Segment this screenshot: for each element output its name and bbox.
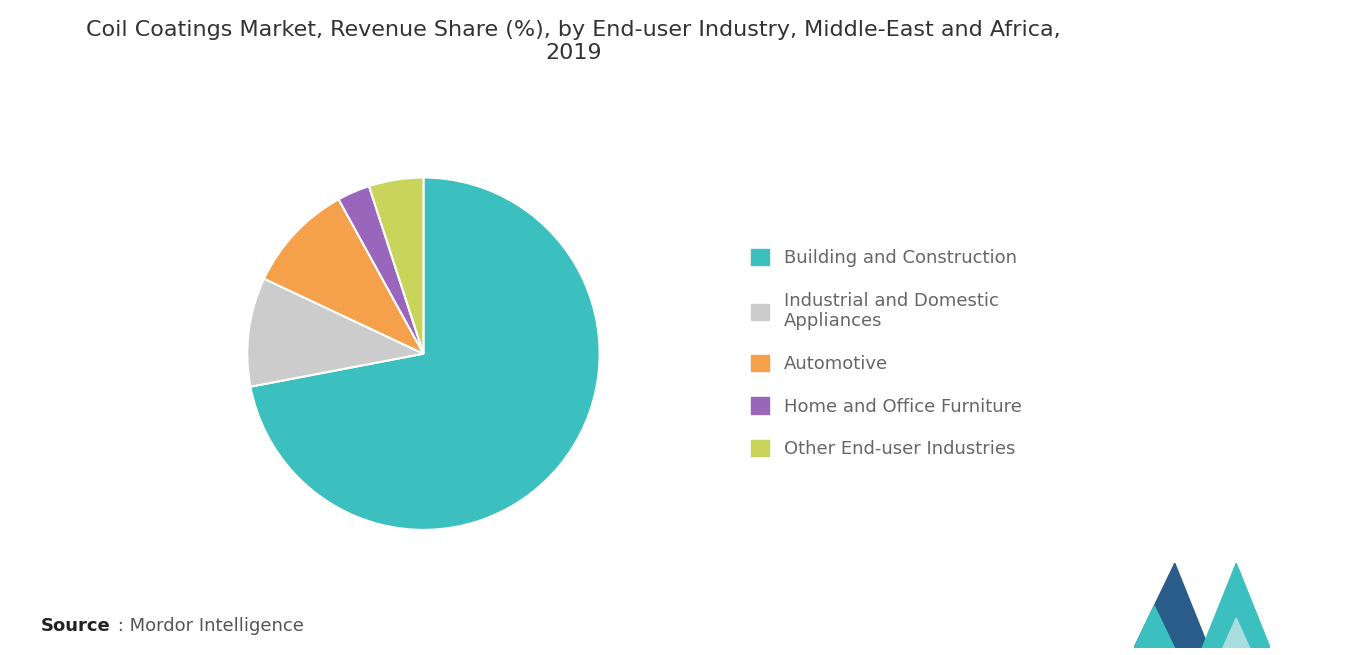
Wedge shape: [247, 278, 423, 386]
Text: Coil Coatings Market, Revenue Share (%), by End-user Industry, Middle-East and A: Coil Coatings Market, Revenue Share (%),…: [86, 20, 1061, 63]
Wedge shape: [339, 186, 423, 354]
Polygon shape: [1134, 606, 1175, 648]
Wedge shape: [369, 178, 423, 354]
Polygon shape: [1134, 563, 1209, 648]
Wedge shape: [250, 178, 600, 530]
Wedge shape: [264, 199, 423, 354]
Text: : Mordor Intelligence: : Mordor Intelligence: [112, 618, 303, 635]
Polygon shape: [1202, 563, 1270, 648]
Polygon shape: [1223, 618, 1250, 648]
Text: Source: Source: [41, 618, 111, 635]
Legend: Building and Construction, Industrial and Domestic
Appliances, Automotive, Home : Building and Construction, Industrial an…: [744, 242, 1029, 466]
